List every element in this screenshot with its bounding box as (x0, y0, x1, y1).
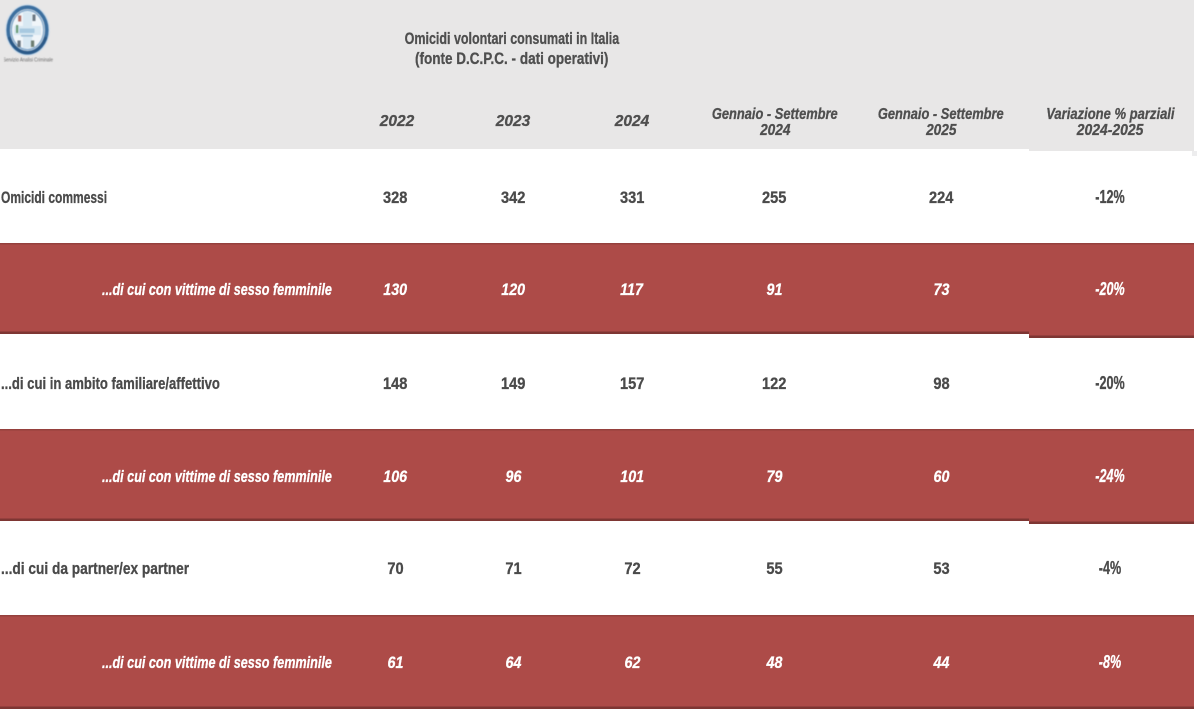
svg-text:Servizio Analisi Criminale: Servizio Analisi Criminale (4, 58, 53, 64)
